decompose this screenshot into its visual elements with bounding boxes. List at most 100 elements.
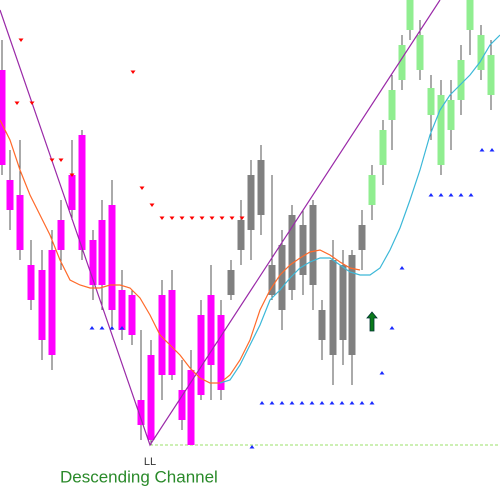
sell-marker [179,216,185,220]
candle-body [348,255,356,355]
sell-marker [159,216,165,220]
buy-marker [479,148,485,152]
fast-moving-average [0,119,361,384]
candle-body [388,90,396,120]
buy-marker [379,371,385,375]
candle-body [268,265,276,295]
buy-marker [399,266,405,270]
signal-arrow [366,311,378,332]
sell-marker [209,216,215,220]
sell-marker [58,158,64,162]
candle-body [187,370,195,445]
candle-body [57,220,65,250]
plot-area [0,0,500,449]
buy-marker [468,193,474,197]
candle-body [406,0,414,30]
candle-body [358,225,366,250]
low-label: LL [144,456,156,468]
sell-marker [139,186,145,190]
sell-marker [69,173,75,177]
buy-marker [119,326,125,330]
sell-marker [130,70,136,74]
candle-body [16,195,24,250]
buy-marker [438,193,444,197]
slow-moving-average [219,34,500,384]
buy-marker [299,401,305,405]
candle-body [137,400,145,425]
buy-marker [369,401,375,405]
buy-marker [448,193,454,197]
sell-marker [49,158,55,162]
candle-body [309,205,317,285]
candle-body [237,220,245,250]
buy-marker [339,401,345,405]
candle-body [227,270,235,295]
candle-body [147,355,155,440]
candle-body [38,270,46,340]
buy-marker [349,401,355,405]
buy-marker [389,326,395,330]
sell-marker [229,216,235,220]
candle-body [398,45,406,80]
candle-body [48,250,56,355]
candle-body [379,130,387,165]
candle-body [78,135,86,250]
buy-marker [489,148,495,152]
candle-body [98,220,106,285]
candle-body [288,215,296,290]
candle-body [27,265,35,300]
buy-marker [458,193,464,197]
channel-line [0,0,441,447]
candle-body [68,175,76,210]
candle-body [477,35,485,70]
candle-body [207,295,215,365]
candle-body [158,295,166,375]
candle-body [6,180,14,210]
buy-marker [279,401,285,405]
candle-body [178,390,186,420]
candle-body [0,70,6,165]
candle-body [318,310,326,340]
candle-body [278,245,286,310]
sell-marker [219,216,225,220]
buy-marker [329,401,335,405]
buy-marker [319,401,325,405]
sell-marker [199,216,205,220]
candle-body [108,205,116,310]
candle-body [128,295,136,335]
candle-body [247,175,255,230]
candle-body [368,175,376,205]
buy-marker [259,401,265,405]
buy-marker [359,401,365,405]
sell-marker [149,203,155,207]
candle-body [487,55,495,95]
candle-body [257,160,265,215]
candle-body [437,95,445,165]
sell-marker [169,216,175,220]
sell-marker [18,38,24,42]
candle-body [168,290,176,375]
sell-marker [189,216,195,220]
chart-annotation: Descending Channel [60,467,218,486]
buy-marker [289,401,295,405]
buy-marker [89,326,95,330]
buy-marker [109,326,115,330]
candle-body [457,60,465,100]
candle-body [466,0,474,30]
candle-body [299,225,307,275]
buy-marker [99,326,105,330]
candle-body [329,260,337,355]
sell-marker [14,101,20,105]
candle-body [416,35,424,70]
buy-marker [428,193,434,197]
sell-marker [239,216,245,220]
candle-body [339,265,347,340]
sell-marker [29,101,35,105]
candle-body [118,290,126,330]
candle-body [89,240,97,285]
candle-body [217,315,225,390]
buy-marker [309,401,315,405]
buy-marker [249,445,255,449]
